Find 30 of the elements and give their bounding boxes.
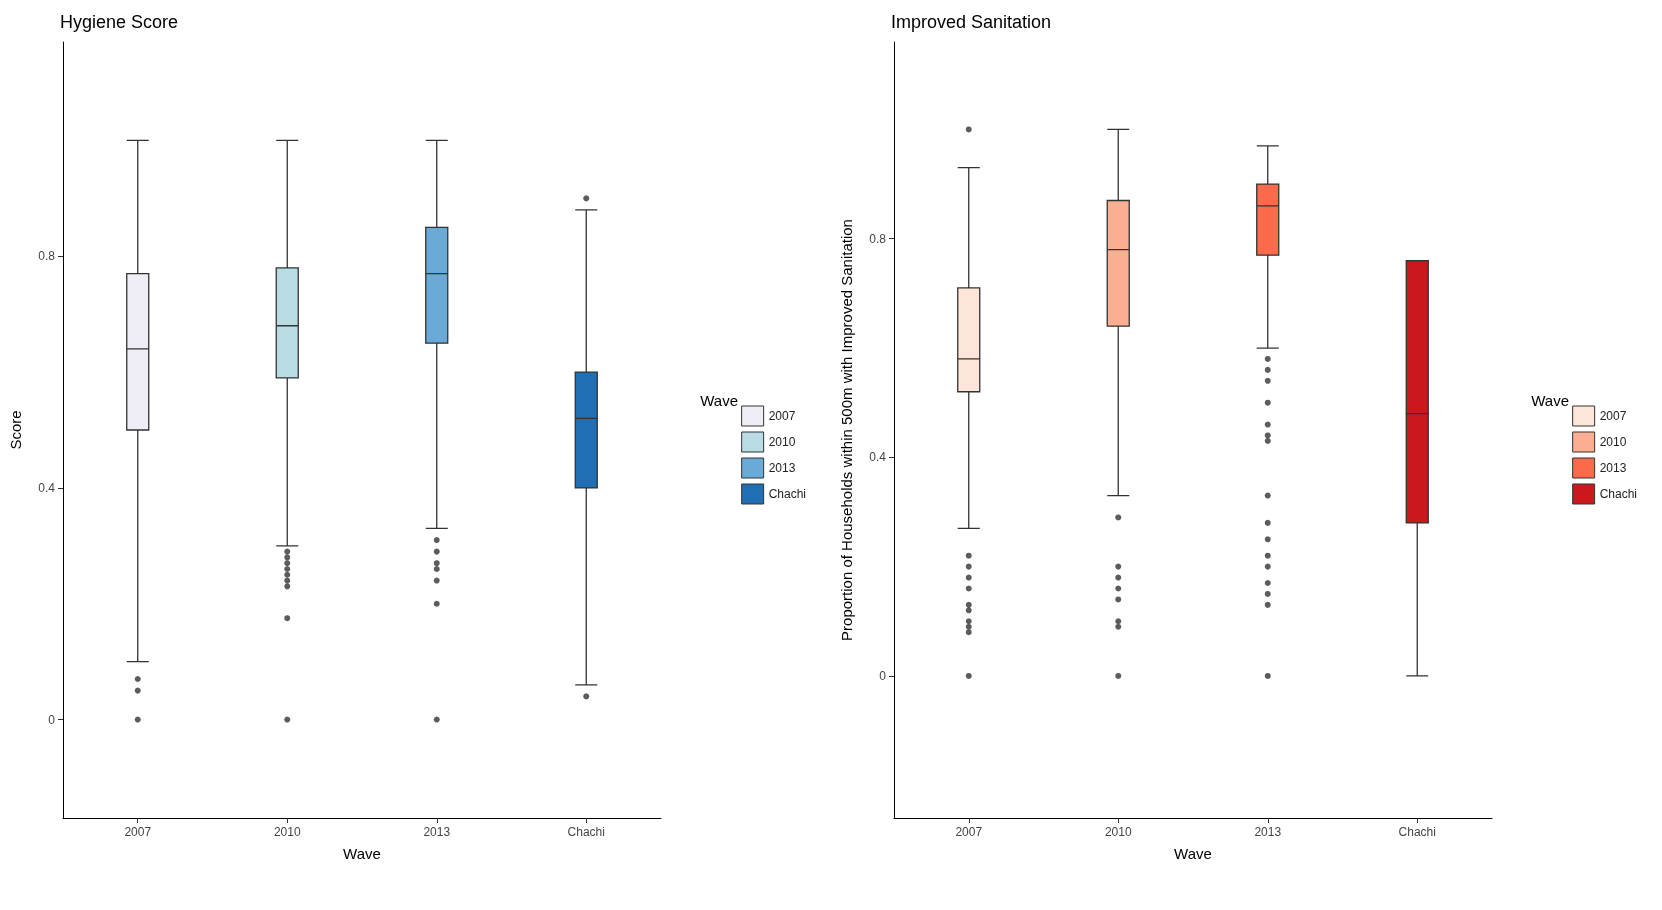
x-tick-label: 2010 <box>273 825 301 839</box>
legend-title: Wave <box>1531 392 1570 409</box>
legend-label: 2007 <box>1599 409 1627 423</box>
x-axis-title: Wave <box>343 845 381 862</box>
y-tick-label: 0.4 <box>869 450 887 465</box>
y-tick-label: 0 <box>48 712 56 727</box>
legend-label: 2013 <box>1599 461 1627 475</box>
legend-label: 2007 <box>768 409 796 423</box>
y-axis-title: Score <box>7 410 24 450</box>
x-tick-label: 2010 <box>1104 825 1132 839</box>
x-axis-title: Wave <box>1174 845 1212 862</box>
x-tick-label: 2013 <box>1254 825 1282 839</box>
legend-label: Chachi <box>1599 487 1638 501</box>
chart-title: Improved Sanitation <box>891 12 1052 32</box>
x-tick-label: 2007 <box>124 825 152 839</box>
x-tick-label: Chachi <box>567 825 605 839</box>
legend-label: 2010 <box>1599 435 1627 449</box>
y-axis-title: Proportion of Households within 500m with Improved Sanitation <box>838 219 855 641</box>
y-tick-label: 0.8 <box>38 249 56 264</box>
legend-label: Chachi <box>768 487 807 501</box>
y-tick-label: 0.4 <box>38 480 56 495</box>
x-tick-label: Chachi <box>1398 825 1436 839</box>
legend-title: Wave <box>700 392 739 409</box>
x-tick-label: 2013 <box>423 825 451 839</box>
y-tick-label: 0.8 <box>869 231 887 246</box>
legend-label: 2010 <box>768 435 796 449</box>
x-tick-label: 2007 <box>955 825 983 839</box>
y-tick-label: 0 <box>879 668 887 683</box>
legend-label: 2013 <box>768 461 796 475</box>
chart-title: Hygiene Score <box>60 12 179 32</box>
